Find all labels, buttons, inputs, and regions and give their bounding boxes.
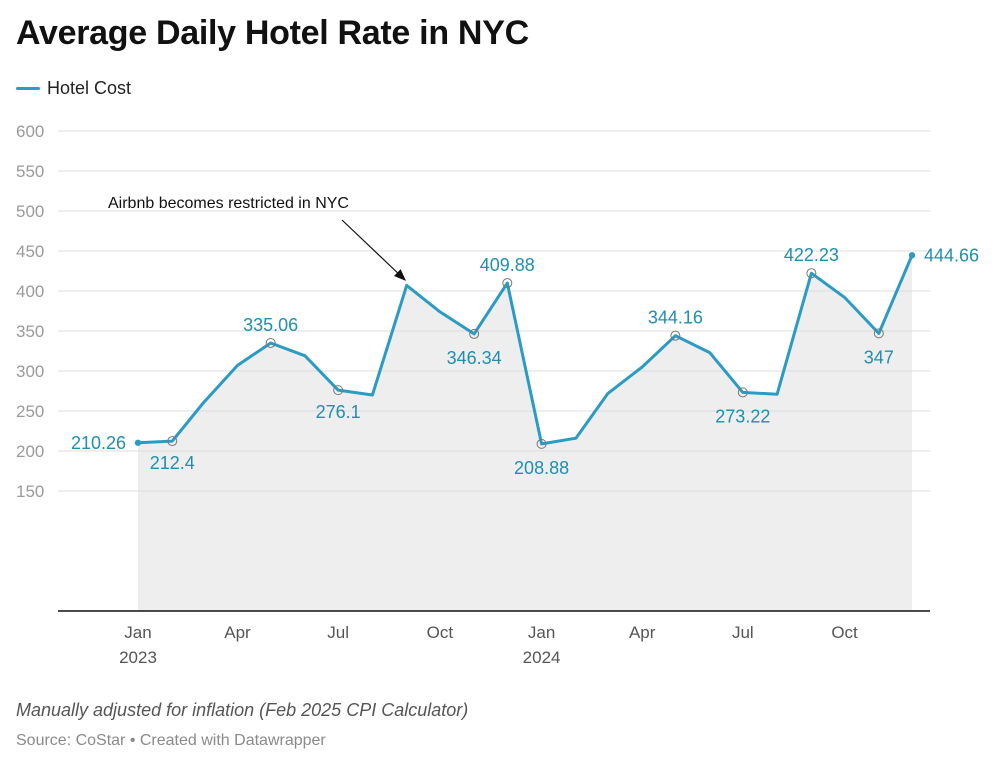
area-fill — [138, 255, 912, 612]
x-tick-label: Jan — [124, 623, 151, 642]
data-point — [469, 328, 480, 339]
data-point — [333, 385, 344, 396]
y-tick-label: 400 — [16, 282, 44, 301]
annotation-text: Airbnb becomes restricted in NYC — [108, 195, 349, 212]
chart-source: Source: CoStar • Created with Datawrappe… — [16, 732, 326, 749]
annotation-arrow — [341, 219, 406, 281]
y-tick-label: 300 — [16, 362, 44, 381]
data-point — [670, 330, 681, 341]
legend-swatch — [16, 87, 40, 90]
legend-label: Hotel Cost — [47, 78, 132, 98]
x-tick-label: Jul — [732, 623, 754, 642]
x-tick-label: Oct — [831, 623, 858, 642]
y-tick-label: 500 — [16, 202, 44, 221]
data-label: 212.4 — [150, 453, 195, 473]
series-line-hotel-cost — [136, 253, 914, 446]
data-label: 276.1 — [316, 402, 361, 422]
data-label: 210.26 — [71, 433, 126, 453]
data-label: 422.23 — [784, 245, 839, 265]
data-label: 347 — [864, 347, 894, 367]
x-tick-label: Apr — [629, 623, 656, 642]
chart-note: Manually adjusted for inflation (Feb 202… — [16, 700, 469, 720]
data-label: 346.34 — [447, 348, 502, 368]
data-point — [806, 268, 817, 279]
y-tick-label: 600 — [16, 122, 44, 141]
data-point — [265, 337, 276, 348]
data-point — [737, 387, 748, 398]
data-point — [134, 439, 142, 446]
data-label: 273.22 — [715, 406, 770, 426]
x-tick-label: Apr — [224, 623, 251, 642]
data-point — [167, 436, 178, 447]
data-label: 444.66 — [924, 245, 979, 265]
data-point — [502, 278, 513, 289]
data-label: 208.88 — [514, 458, 569, 478]
y-tick-label: 550 — [16, 162, 44, 181]
data-label: 409.88 — [480, 255, 535, 275]
y-tick-label: 450 — [16, 242, 44, 261]
data-point — [908, 252, 916, 259]
y-tick-label: 250 — [16, 402, 44, 421]
x-tick-label: Jan — [528, 623, 555, 642]
x-tick-year: 2024 — [523, 648, 561, 667]
data-point — [536, 438, 547, 449]
data-point — [873, 328, 884, 339]
y-tick-label: 350 — [16, 322, 44, 341]
x-tick-year: 2023 — [119, 648, 157, 667]
line-chart: 150 200 250 300 350 400 450 500 550 600 Jan 2023 Apr… — [16, 122, 979, 667]
legend: Hotel Cost — [16, 78, 131, 99]
x-tick-label: Jul — [327, 623, 349, 642]
y-tick-label: 150 — [16, 482, 44, 501]
x-tick-label: Oct — [427, 623, 454, 642]
data-label: 344.16 — [648, 308, 703, 328]
data-label: 335.06 — [243, 315, 298, 335]
y-tick-label: 200 — [16, 442, 44, 461]
chart-title: Average Daily Hotel Rate in NYC — [16, 14, 529, 52]
